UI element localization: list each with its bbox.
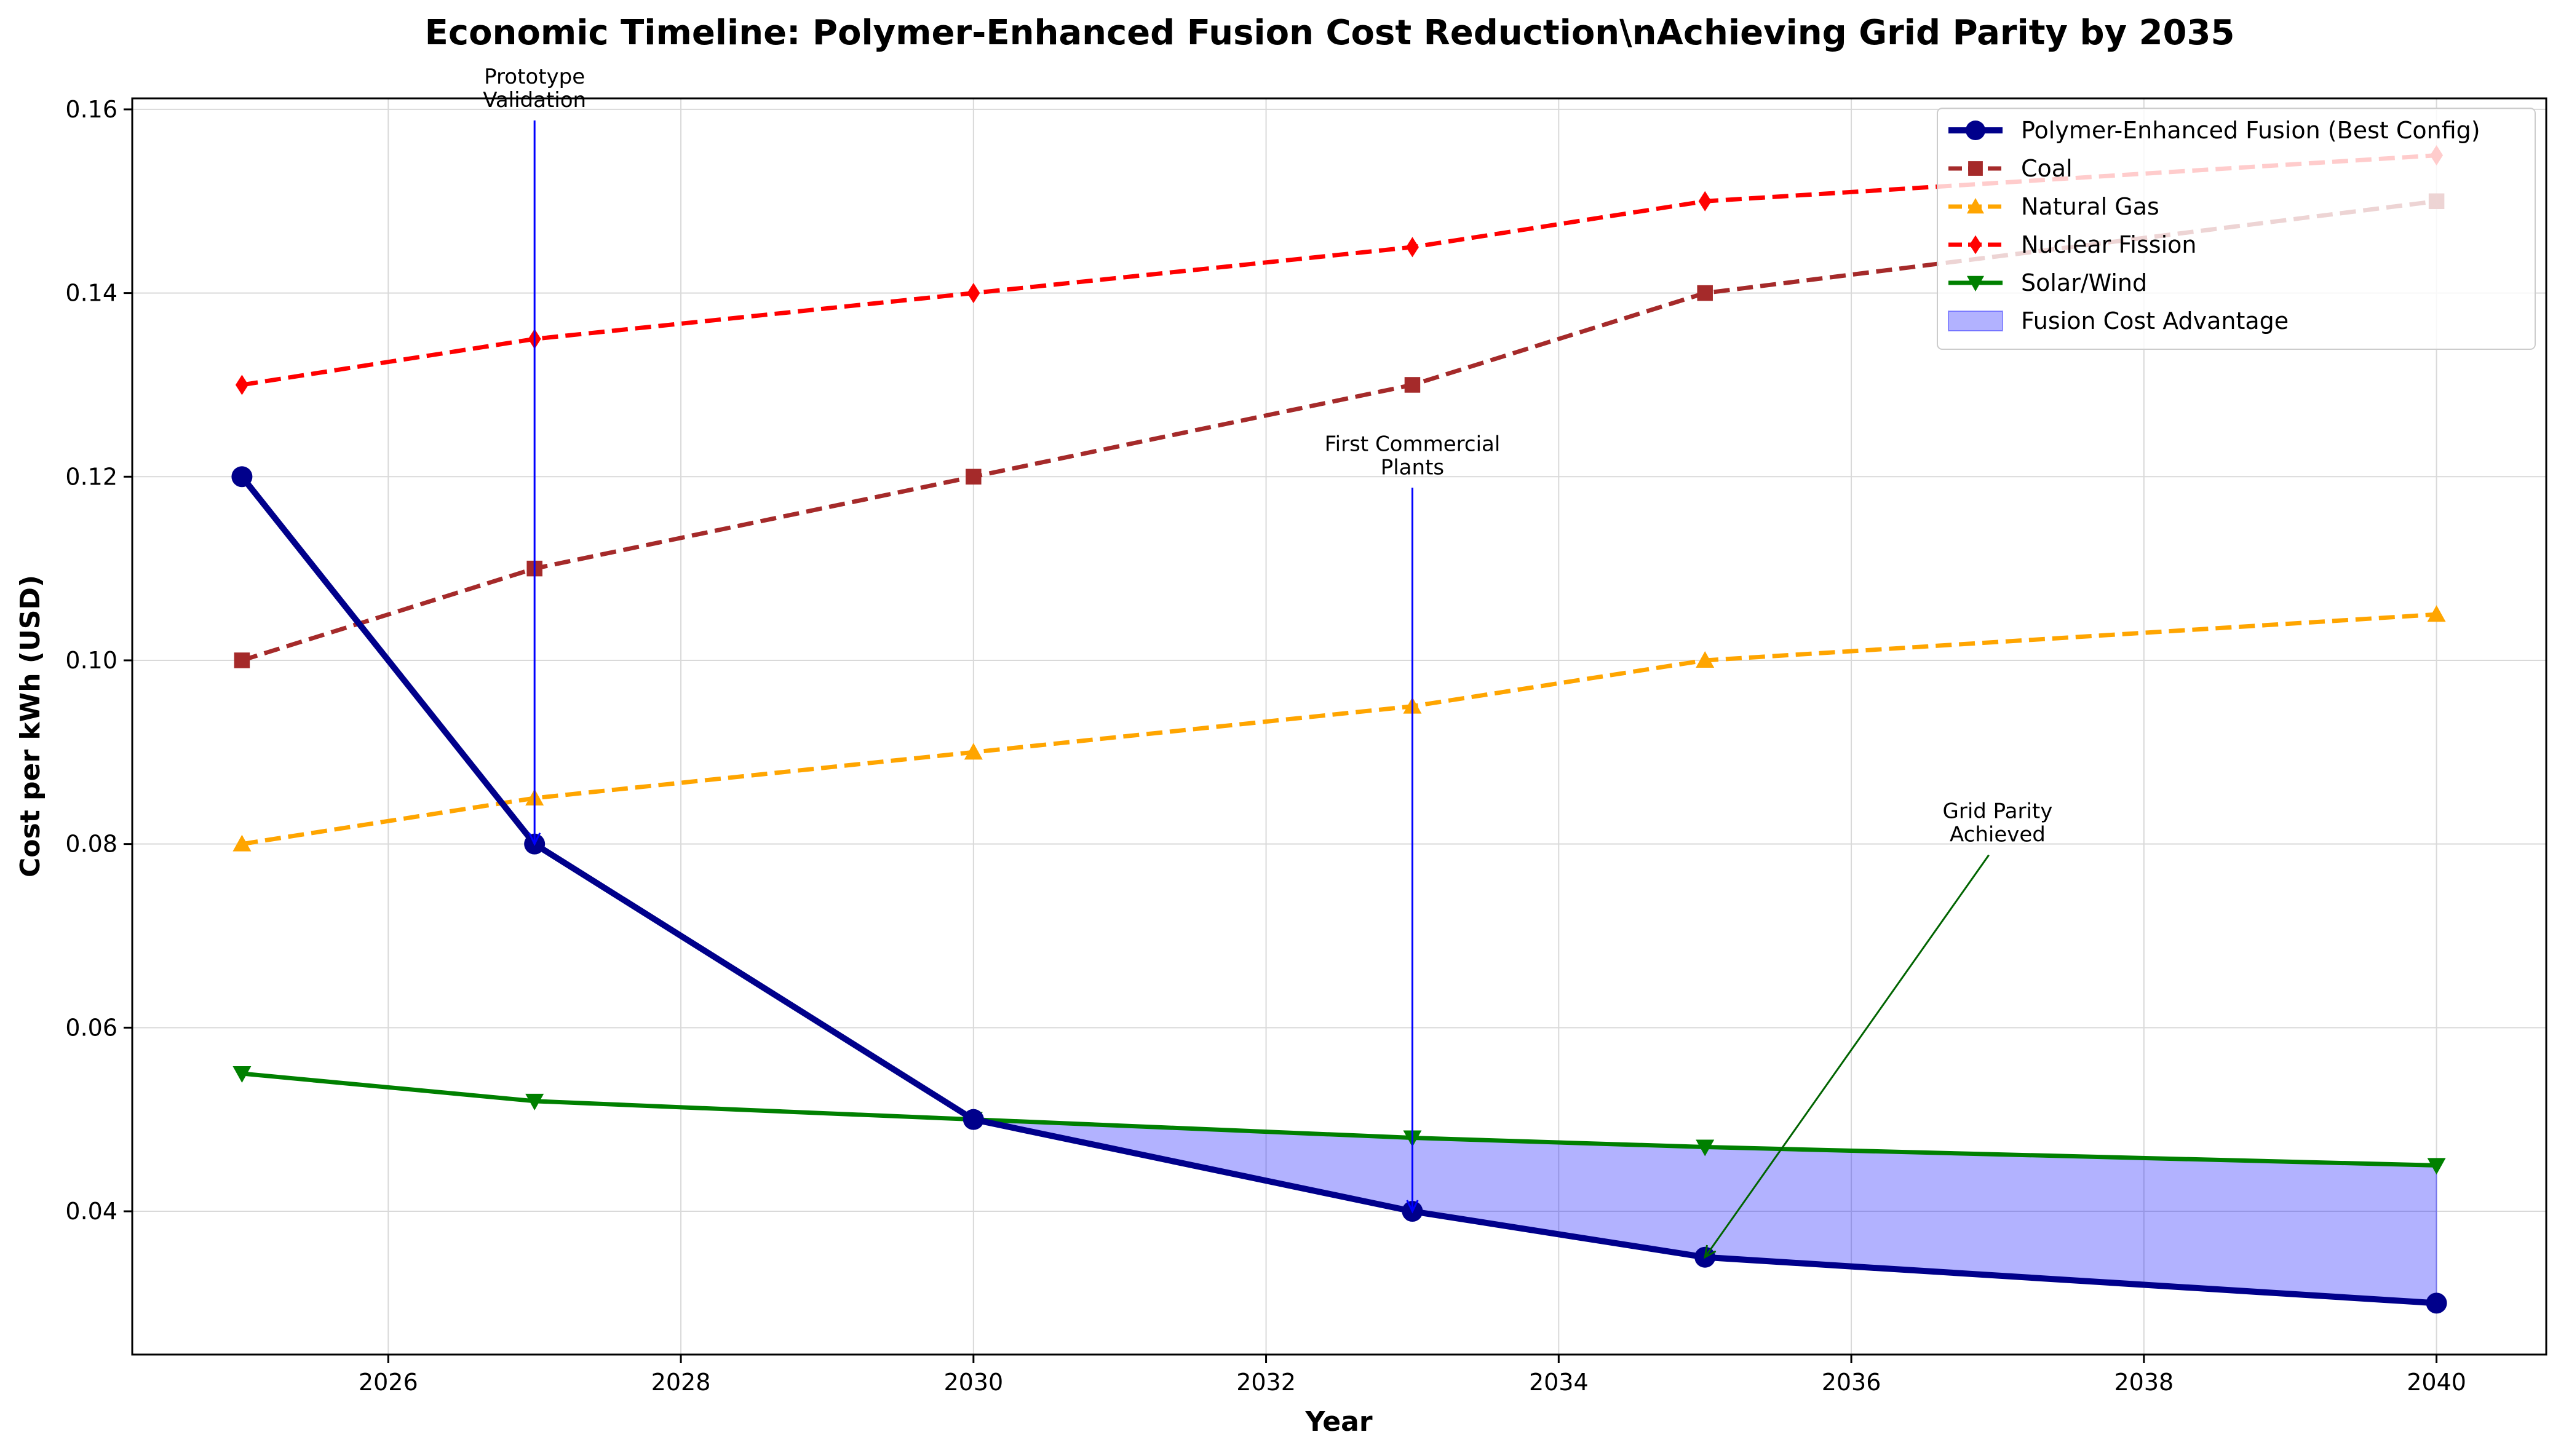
legend-item: Nuclear Fission bbox=[1948, 231, 2196, 258]
legend-item: Polymer-Enhanced Fusion (Best Config) bbox=[1948, 117, 2480, 144]
legend-marker bbox=[1966, 121, 1985, 140]
legend-marker bbox=[1967, 198, 1984, 214]
y-tick-label: 0.04 bbox=[65, 1198, 117, 1225]
annotation-text: Prototype bbox=[484, 65, 585, 89]
annotation-arrow bbox=[1704, 854, 1990, 1258]
series-line bbox=[239, 475, 2437, 1307]
legend-label: Natural Gas bbox=[2021, 193, 2159, 220]
data-point bbox=[2427, 605, 2446, 622]
x-tick-label: 2026 bbox=[359, 1369, 418, 1396]
data-point bbox=[1696, 1139, 1715, 1157]
plot-frame bbox=[131, 97, 2547, 1356]
legend-marker bbox=[1967, 275, 1984, 291]
legend-label: Fusion Cost Advantage bbox=[2021, 307, 2289, 334]
annotation-arrowhead bbox=[528, 832, 541, 847]
y-tick-label: 0.06 bbox=[65, 1014, 117, 1041]
legend-swatch-fill bbox=[1948, 311, 2003, 331]
legend-item: Coal bbox=[1948, 155, 2073, 182]
annotation-arrowhead bbox=[1704, 1244, 1717, 1259]
x-tick-label: 2038 bbox=[2114, 1369, 2174, 1396]
data-point bbox=[1404, 377, 1421, 393]
series-line bbox=[241, 153, 2437, 387]
x-tick-label: 2028 bbox=[651, 1369, 711, 1396]
series-line bbox=[242, 1071, 2437, 1168]
data-point bbox=[964, 743, 983, 760]
data-point bbox=[1698, 191, 1712, 212]
y-tick-label: 0.16 bbox=[65, 96, 117, 123]
annotation-text: First Commercial bbox=[1325, 432, 1501, 456]
data-point bbox=[1405, 237, 1419, 258]
data-point bbox=[1697, 285, 1713, 301]
data-point bbox=[235, 374, 248, 395]
y-tick-label: 0.14 bbox=[65, 280, 117, 307]
legend-label: Polymer-Enhanced Fusion (Best Config) bbox=[2021, 117, 2480, 144]
data-point bbox=[525, 1093, 544, 1110]
y-axis-label: Cost per kWh (USD) bbox=[15, 575, 46, 877]
y-tick-label: 0.12 bbox=[65, 463, 117, 490]
legend-label: Coal bbox=[2021, 155, 2073, 182]
data-point bbox=[2426, 1292, 2447, 1314]
data-point bbox=[232, 1066, 252, 1083]
x-tick-label: 2036 bbox=[1822, 1369, 1881, 1396]
y-tick-label: 0.10 bbox=[65, 647, 117, 674]
annotation-arrowhead bbox=[1406, 1200, 1419, 1214]
series-polymer-enhanced-fusion-best-config- bbox=[231, 466, 2447, 1314]
annotation-text: Plants bbox=[1381, 455, 1444, 480]
data-point bbox=[1696, 651, 1715, 668]
legend-item: Solar/Wind bbox=[1948, 269, 2147, 296]
series-line bbox=[241, 612, 2437, 847]
x-tick-label: 2040 bbox=[2407, 1369, 2466, 1396]
y-tick-label: 0.08 bbox=[65, 831, 117, 858]
data-point bbox=[963, 1109, 984, 1130]
x-axis-label: Year bbox=[1304, 1406, 1372, 1438]
annotation-text: Grid Parity bbox=[1943, 799, 2053, 824]
legend-marker bbox=[1969, 235, 1982, 255]
annotation-text: Validation bbox=[483, 88, 586, 113]
data-point bbox=[966, 469, 982, 485]
x-tick-label: 2030 bbox=[943, 1369, 1003, 1396]
legend-box bbox=[1937, 108, 2536, 350]
data-point bbox=[231, 466, 253, 488]
data-point bbox=[2427, 1158, 2446, 1175]
annotation-text: Achieved bbox=[1950, 823, 2046, 847]
legend-label: Solar/Wind bbox=[2021, 269, 2147, 296]
legend-marker bbox=[1968, 161, 1983, 176]
data-point bbox=[967, 283, 980, 304]
legend-item: Fusion Cost Advantage bbox=[1948, 307, 2289, 334]
chart-title: Economic Timeline: Polymer-Enhanced Fusi… bbox=[425, 13, 2235, 53]
x-tick-label: 2034 bbox=[1529, 1369, 1589, 1396]
legend-item: Natural Gas bbox=[1948, 193, 2159, 220]
data-point bbox=[234, 652, 250, 668]
x-tick-label: 2032 bbox=[1236, 1369, 1296, 1396]
data-point bbox=[232, 834, 252, 852]
legend-label: Nuclear Fission bbox=[2021, 231, 2196, 258]
